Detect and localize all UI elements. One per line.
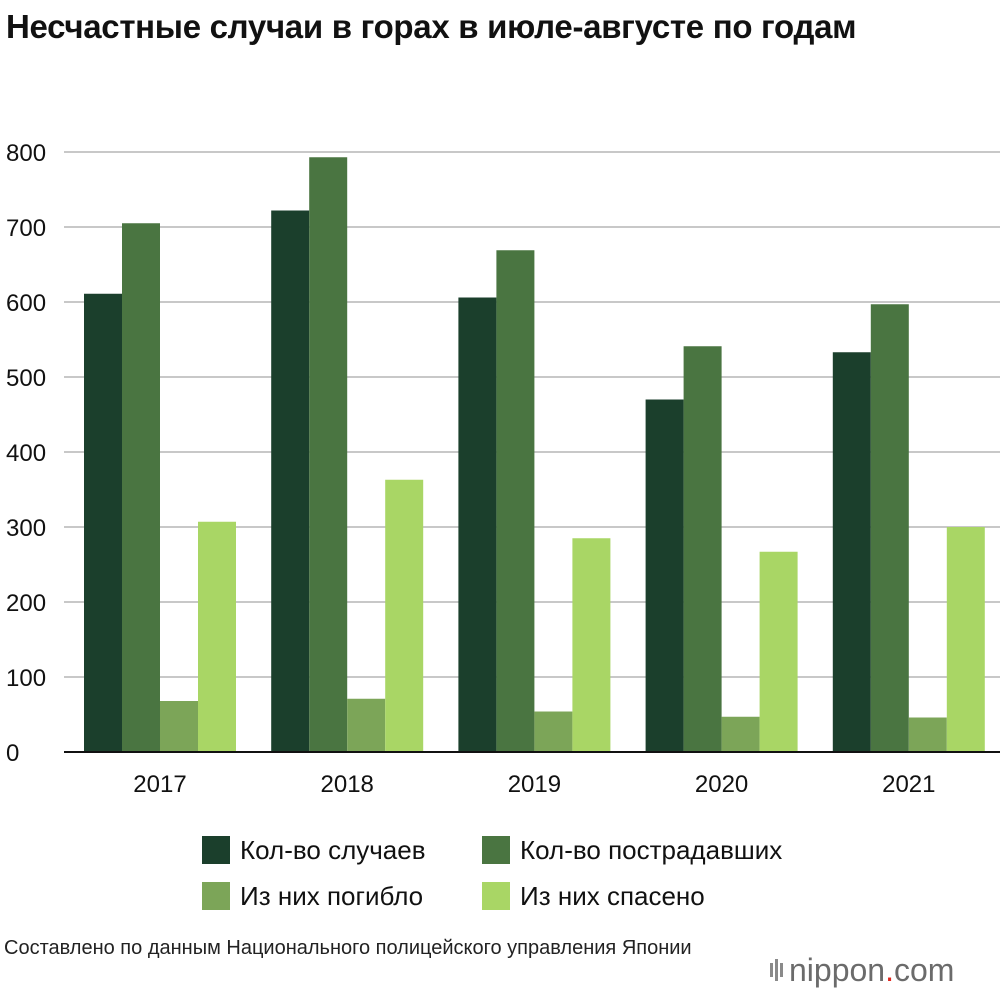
bar-rescued-2017 [198,521,236,752]
source-note: Составлено по данным Национального полиц… [4,937,692,959]
legend-swatch-dead [202,882,230,910]
bar-rescued-2019 [572,538,611,752]
bar-rescued-2018 [385,479,424,752]
bar-cases-2018 [271,210,310,752]
legend-swatch-rescued [482,882,510,910]
x-tick-label-2021: 2021 [882,771,935,798]
x-tick-label-2017: 2017 [133,771,186,798]
bar-victims-2017 [122,223,160,752]
x-tick-label-2018: 2018 [321,771,374,798]
legend-swatch-cases [202,836,230,864]
y-tick-label-300: 300 [6,515,46,542]
legend-label-cases: Кол-во случаев [240,834,426,865]
legend-item-victims: Кол-во пострадавших [482,834,822,866]
legend: Кол-во случаев Кол-во пострадавших Из ни… [202,834,842,912]
y-tick-label-700: 700 [6,215,46,242]
y-tick-label-600: 600 [6,290,46,317]
bar-dead-2019 [534,711,573,752]
bar-cases-2021 [832,352,871,752]
bar-dead-2018 [347,698,386,752]
bar-victims-2021 [870,304,909,752]
logo-suffix: com [893,951,955,988]
x-tick-label-2019: 2019 [508,771,561,798]
bar-chart: 0 100 200 300 400 500 600 700 800 2017 2018 2019 202… [6,140,1000,798]
chart-title: Несчастные случаи в горах в июле-августе… [6,8,857,45]
legend-swatch-victims [482,836,510,864]
y-tick-label-800: 800 [6,140,46,167]
bar-cases-2017 [84,293,122,752]
bar-rescued-2020 [759,551,798,752]
legend-item-dead: Из них погибло [202,880,482,912]
bar-victims-2019 [496,250,535,752]
bar-victims-2018 [309,157,348,752]
bar-rescued-2021 [946,527,985,752]
y-tick-label-200: 200 [6,590,46,617]
x-tick-label-2020: 2020 [695,771,748,798]
bar-cases-2019 [458,297,497,752]
logo-name: nippon [789,951,886,988]
legend-label-victims: Кол-во пострадавших [520,834,783,865]
y-tick-label-500: 500 [6,365,46,392]
legend-label-rescued: Из них спасено [520,880,705,911]
y-tick-label-0: 0 [6,740,19,767]
legend-item-rescued: Из них спасено [482,880,822,912]
bar-cases-2020 [645,399,684,752]
legend-item-cases: Кол-во случаев [202,834,482,866]
bar-victims-2020 [683,346,722,752]
bar-dead-2017 [160,701,198,752]
logo-bars-icon [770,959,783,981]
y-tick-label-100: 100 [6,665,46,692]
legend-label-dead: Из них погибло [240,880,424,911]
nippon-logo[interactable]: nippon. com [770,948,996,992]
logo-dot: . [885,951,894,988]
bar-dead-2021 [908,717,947,752]
bar-dead-2020 [721,716,760,752]
y-tick-label-400: 400 [6,440,46,467]
